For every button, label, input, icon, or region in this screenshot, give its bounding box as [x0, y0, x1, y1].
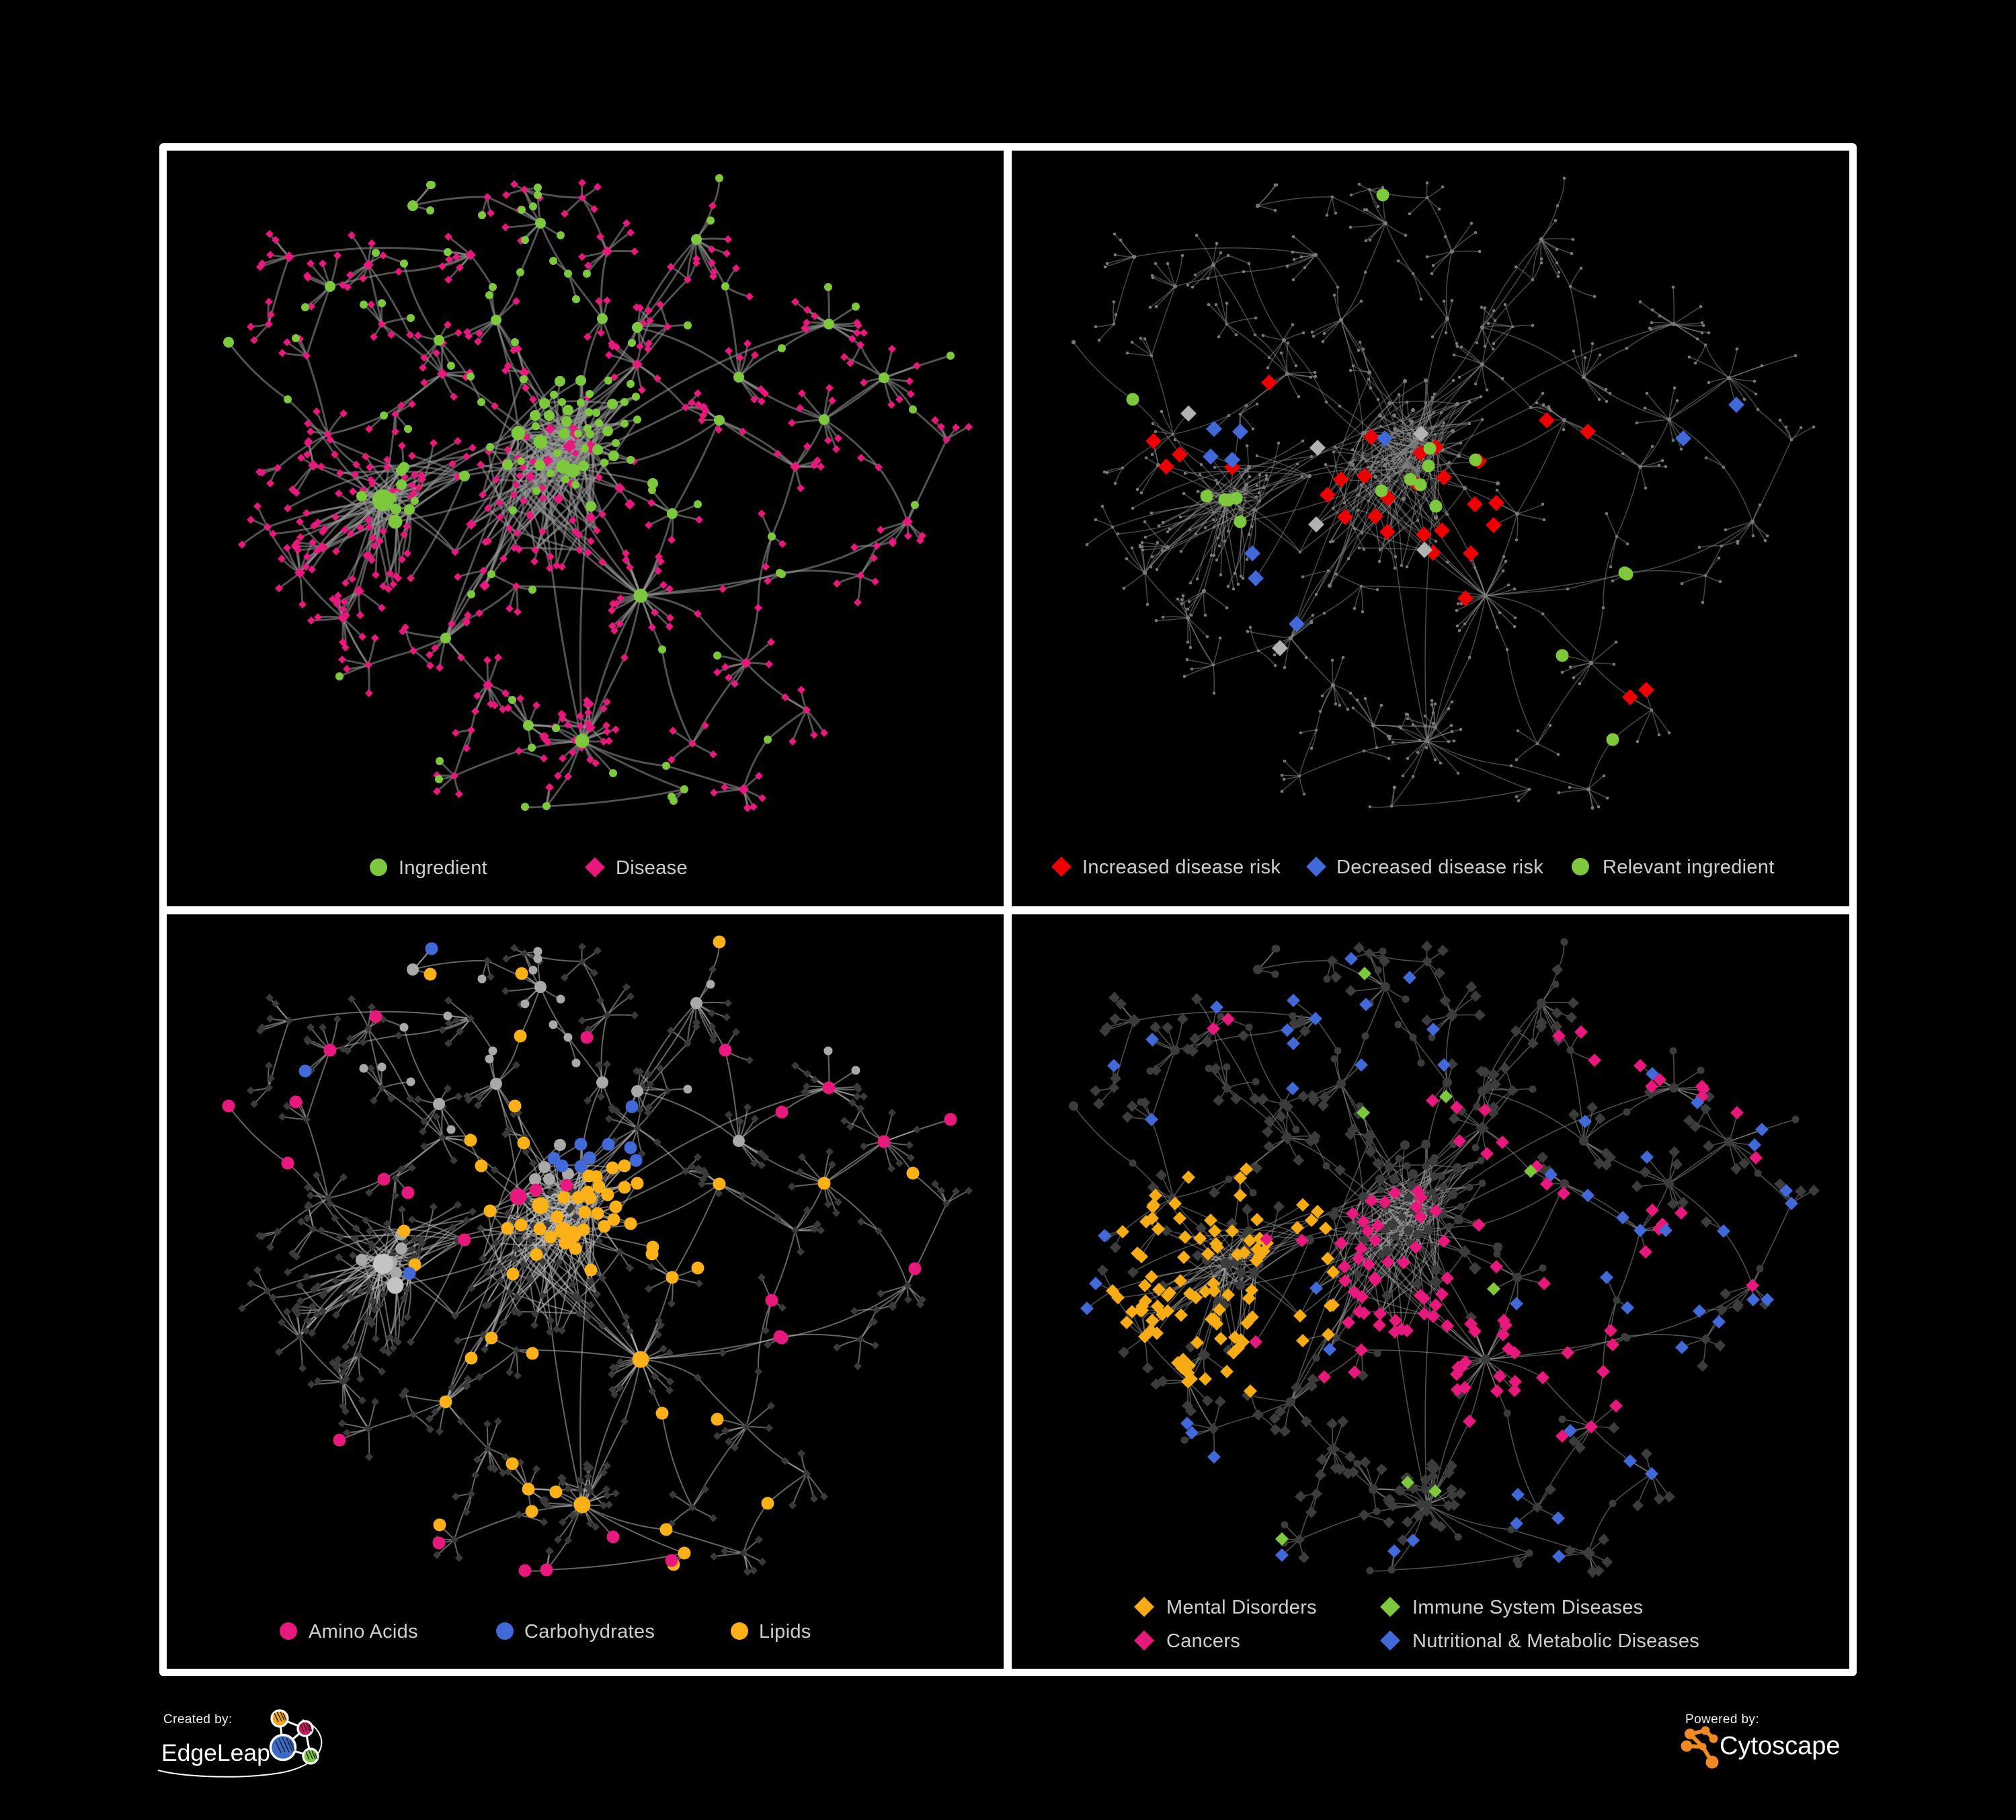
- svg-text:Carbohydrates: Carbohydrates: [524, 1621, 655, 1643]
- svg-text:Cytoscape: Cytoscape: [1720, 1732, 1841, 1760]
- svg-text:Created by:: Created by:: [163, 1712, 233, 1727]
- svg-text:Immune System Diseases: Immune System Diseases: [1412, 1597, 1643, 1618]
- svg-text:Decreased disease risk: Decreased disease risk: [1336, 857, 1543, 878]
- svg-text:Ingredient: Ingredient: [399, 857, 487, 879]
- svg-text:Powered by:: Powered by:: [1685, 1712, 1759, 1727]
- svg-text:Lipids: Lipids: [759, 1621, 811, 1643]
- svg-text:Nutritional & Metabolic Diseas: Nutritional & Metabolic Diseases: [1412, 1630, 1699, 1652]
- svg-text:Disease: Disease: [616, 857, 688, 879]
- svg-text:EdgeLeap: EdgeLeap: [161, 1739, 270, 1766]
- svg-text:Relevant ingredient: Relevant ingredient: [1603, 857, 1775, 878]
- svg-text:Mental Disorders: Mental Disorders: [1166, 1597, 1317, 1618]
- svg-text:Cancers: Cancers: [1166, 1630, 1240, 1652]
- svg-text:Amino Acids: Amino Acids: [309, 1621, 418, 1643]
- svg-text:Increased disease risk: Increased disease risk: [1082, 857, 1281, 878]
